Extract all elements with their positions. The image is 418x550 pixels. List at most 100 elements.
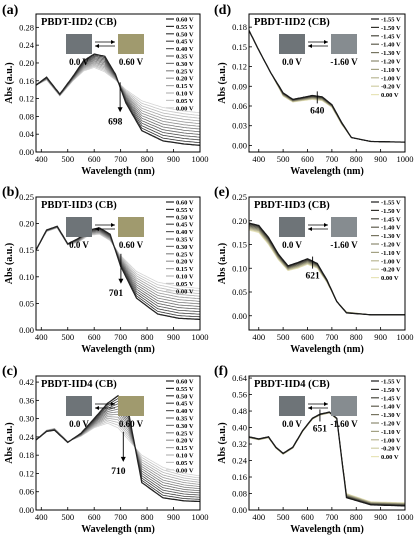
x-tick-label: 400 bbox=[252, 332, 265, 342]
arrowhead-icon bbox=[111, 223, 115, 227]
legend-label: 0.15 V bbox=[176, 445, 194, 452]
y-tick-label: 0.00 bbox=[232, 505, 247, 515]
y-tick-label: 0.08 bbox=[232, 489, 247, 499]
panel-letter: (c) bbox=[2, 364, 18, 379]
x-tick-label: 400 bbox=[252, 512, 265, 522]
x-tick-label: 600 bbox=[301, 154, 314, 164]
arrowhead-icon bbox=[95, 44, 99, 48]
film-photo-switched bbox=[118, 34, 144, 54]
x-tick-label: 700 bbox=[326, 332, 339, 342]
legend-label: 0.25 V bbox=[176, 68, 194, 75]
legend-label: 0.25 V bbox=[176, 430, 194, 437]
arrowhead-icon bbox=[120, 456, 126, 462]
legend-label: -1.55 V bbox=[381, 200, 401, 207]
panel-letter: (b) bbox=[2, 185, 19, 200]
legend-label: -1.40 V bbox=[381, 42, 401, 49]
y-tick-label: 0.36 bbox=[19, 395, 34, 405]
film-photo-initial bbox=[66, 217, 92, 237]
legend-label: -1.10 V bbox=[381, 250, 401, 257]
legend-label: 0.15 V bbox=[176, 266, 194, 273]
x-tick-label: 900 bbox=[374, 332, 387, 342]
panel-title: PBDT-IID4 (CB) bbox=[41, 379, 117, 390]
plot-frame bbox=[35, 375, 201, 511]
y-tick-label: 0.20 bbox=[19, 58, 34, 68]
legend-label: 0.15 V bbox=[176, 83, 194, 90]
x-tick-label: 1000 bbox=[397, 512, 414, 522]
y-tick-label: 0.42 bbox=[19, 377, 34, 387]
x-tick-label: 500 bbox=[61, 332, 74, 342]
film-photo-initial bbox=[279, 217, 305, 237]
y-tick-label: 0.10 bbox=[232, 263, 247, 273]
film-photo-switched bbox=[118, 396, 144, 416]
voltage-label-switched: -1.60 V bbox=[330, 57, 358, 67]
legend-label: -1.45 V bbox=[381, 33, 401, 40]
legend-label: -1.20 V bbox=[381, 59, 401, 66]
legend-label: 0.60 V bbox=[176, 17, 194, 24]
film-photo-switched bbox=[331, 396, 357, 416]
legend-label: -1.40 V bbox=[381, 225, 401, 232]
y-tick-label: 0.18 bbox=[232, 22, 247, 32]
plot-frame bbox=[248, 196, 406, 331]
x-tick-label: 900 bbox=[167, 512, 180, 522]
legend-label: 0.50 V bbox=[176, 393, 194, 400]
arrowhead-icon bbox=[324, 402, 328, 406]
x-tick-label: 900 bbox=[167, 154, 180, 164]
legend-label: 0.45 V bbox=[176, 222, 194, 229]
arrowhead-icon bbox=[308, 406, 312, 410]
legend-label: -1.00 V bbox=[381, 75, 401, 82]
legend-label: -1.00 V bbox=[381, 258, 401, 265]
y-tick-label: 0.06 bbox=[19, 487, 34, 497]
legend-label: -1.30 V bbox=[381, 50, 401, 57]
peak-label: 710 bbox=[111, 467, 126, 477]
film-photo-initial bbox=[66, 34, 92, 54]
y-tick-label: 0.00 bbox=[232, 311, 247, 321]
legend-label: -1.55 V bbox=[381, 17, 401, 24]
panel-title: PBDT-IID3 (CB) bbox=[254, 200, 330, 211]
x-tick-label: 500 bbox=[277, 512, 290, 522]
legend-label: 0.40 V bbox=[176, 229, 194, 236]
voltage-label-initial: 0.0 V bbox=[69, 57, 89, 67]
legend-label: -1.10 V bbox=[381, 429, 401, 436]
y-tick-label: 0.12 bbox=[232, 62, 247, 72]
panel-title: PBDT-IID2 (CB) bbox=[254, 17, 330, 28]
legend-label: 0.10 V bbox=[176, 453, 194, 460]
y-tick-label: 0.08 bbox=[19, 111, 34, 121]
film-photo-switched bbox=[118, 217, 144, 237]
y-tick-label: 0.30 bbox=[19, 414, 34, 424]
x-tick-label: 400 bbox=[35, 332, 48, 342]
legend-label: 0.00 V bbox=[176, 467, 194, 474]
voltage-label-switched: 0.60 V bbox=[119, 419, 144, 429]
y-axis-label: Abs (a.u.) bbox=[4, 422, 15, 463]
y-tick-label: 0.00 bbox=[19, 147, 34, 157]
x-tick-label: 500 bbox=[277, 154, 290, 164]
x-tick-label: 500 bbox=[61, 512, 74, 522]
y-tick-label: 0.00 bbox=[19, 505, 34, 515]
x-tick-label: 1000 bbox=[192, 154, 209, 164]
x-tick-label: 800 bbox=[350, 512, 363, 522]
peak-label: 651 bbox=[313, 424, 328, 434]
x-tick-label: 800 bbox=[350, 154, 363, 164]
y-tick-label: 0.25 bbox=[232, 192, 247, 202]
x-tick-label: 800 bbox=[141, 332, 154, 342]
series-line-13 bbox=[36, 53, 200, 146]
legend-label: 0.10 V bbox=[176, 274, 194, 281]
panel-6: (f) 400 500 600 700 800 900 1000 0.00 0.08 0.16 0.2… bbox=[214, 364, 414, 535]
x-tick-label: 600 bbox=[88, 512, 101, 522]
x-axis-label: Wavelength (nm) bbox=[290, 344, 364, 355]
voltage-label-initial: 0.0 V bbox=[69, 240, 89, 250]
legend-label: -0.20 V bbox=[381, 446, 401, 453]
y-tick-label: 0.15 bbox=[232, 42, 247, 52]
y-tick-label: 0.40 bbox=[232, 423, 247, 433]
legend-label: 0.20 V bbox=[176, 259, 194, 266]
y-tick-label: 0.00 bbox=[19, 325, 34, 335]
x-tick-label: 600 bbox=[88, 332, 101, 342]
legend-label: 0.05 V bbox=[176, 281, 194, 288]
panel-4: (d) 400 500 600 700 800 900 1000 0.00 0.03 0.06 0.0… bbox=[214, 3, 414, 177]
panel-letter: (d) bbox=[214, 3, 231, 18]
y-tick-label: 0.12 bbox=[19, 468, 34, 478]
y-tick-label: 0.20 bbox=[19, 219, 34, 229]
panel-title: PBDT-IID2 (CB) bbox=[41, 17, 117, 28]
x-tick-label: 500 bbox=[61, 154, 74, 164]
y-tick-label: 0.18 bbox=[19, 450, 34, 460]
